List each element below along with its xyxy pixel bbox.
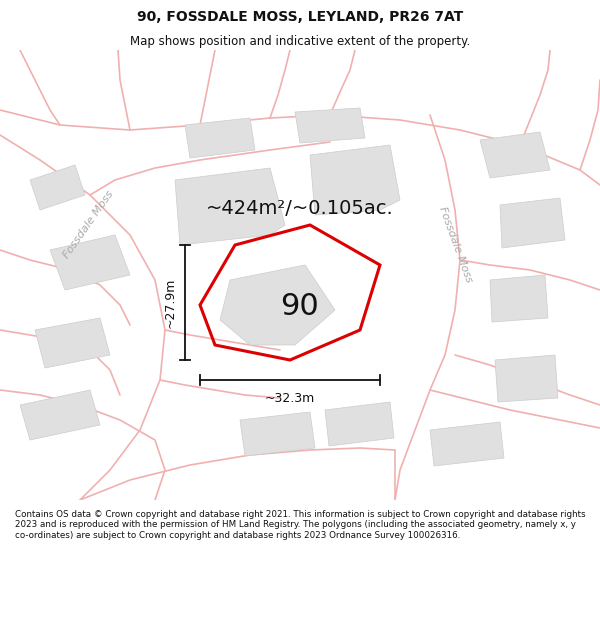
Polygon shape bbox=[480, 132, 550, 178]
Polygon shape bbox=[30, 165, 85, 210]
Polygon shape bbox=[50, 235, 130, 290]
Text: Contains OS data © Crown copyright and database right 2021. This information is : Contains OS data © Crown copyright and d… bbox=[15, 510, 586, 540]
Polygon shape bbox=[175, 168, 285, 245]
Polygon shape bbox=[430, 422, 504, 466]
Polygon shape bbox=[220, 265, 335, 345]
Polygon shape bbox=[240, 412, 315, 456]
Polygon shape bbox=[20, 390, 100, 440]
Polygon shape bbox=[500, 198, 565, 248]
Polygon shape bbox=[325, 402, 394, 446]
Polygon shape bbox=[295, 108, 365, 143]
Text: Fossdale Moss: Fossdale Moss bbox=[437, 206, 473, 284]
Text: Map shows position and indicative extent of the property.: Map shows position and indicative extent… bbox=[130, 35, 470, 48]
Polygon shape bbox=[310, 145, 400, 215]
Text: ~27.9m: ~27.9m bbox=[164, 278, 177, 328]
Polygon shape bbox=[495, 355, 558, 402]
Text: ~32.3m: ~32.3m bbox=[265, 392, 315, 405]
Text: 90, FOSSDALE MOSS, LEYLAND, PR26 7AT: 90, FOSSDALE MOSS, LEYLAND, PR26 7AT bbox=[137, 10, 463, 24]
Polygon shape bbox=[185, 118, 255, 158]
Polygon shape bbox=[35, 318, 110, 368]
Text: ~424m²/~0.105ac.: ~424m²/~0.105ac. bbox=[206, 199, 394, 217]
Text: Fossdale Moss: Fossdale Moss bbox=[61, 189, 115, 261]
Text: 90: 90 bbox=[280, 292, 319, 321]
Polygon shape bbox=[490, 275, 548, 322]
